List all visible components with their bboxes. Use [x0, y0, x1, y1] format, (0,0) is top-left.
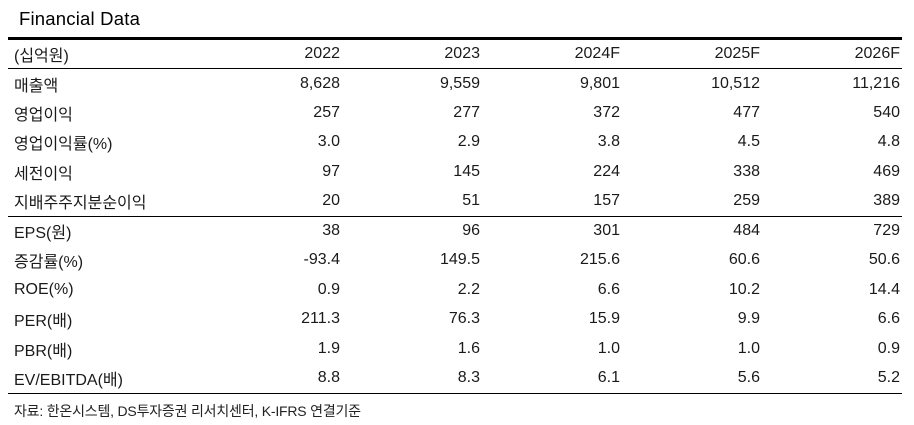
row-label: 영업이익률(%)	[14, 136, 113, 154]
table-row: 세전이익 97 145 224 338 469	[8, 157, 902, 187]
table-row: 증감률(%) -93.4 149.5 215.6 60.6 50.6	[8, 246, 902, 276]
cell: 4.8	[877, 133, 900, 151]
cell: 145	[453, 162, 480, 180]
cell: 6.1	[597, 369, 620, 386]
cell: 6.6	[877, 310, 900, 328]
cell: 0.9	[877, 339, 900, 357]
page-title: Financial Data	[19, 8, 141, 29]
cell: 10,512	[711, 74, 760, 92]
cell: 1.0	[597, 339, 620, 357]
row-label: 세전이익	[14, 165, 73, 183]
cell: 2.9	[457, 133, 480, 151]
cell: 1.6	[457, 339, 480, 357]
column-header-2022: 2022	[202, 38, 342, 69]
table-row: 지배주주지분순이익 20 51 157 259 389	[8, 187, 902, 217]
cell: 301	[482, 215, 622, 246]
row-label: EV/EBITDA(배)	[14, 372, 123, 389]
cell: 11,216	[852, 74, 900, 92]
cell: 6.6	[597, 280, 620, 298]
cell: 96	[342, 215, 482, 246]
cell: 5.6	[737, 369, 760, 386]
cell: 277	[453, 103, 480, 121]
row-label: ROE(%)	[14, 280, 74, 298]
row-label: EPS(원)	[8, 215, 202, 246]
table-row: PBR(배) 1.9 1.6 1.0 1.0 0.9	[8, 334, 902, 364]
row-label: PBR(배)	[14, 342, 73, 360]
cell: 4.5	[737, 133, 760, 151]
table-row: 영업이익률(%) 3.0 2.9 3.8 4.5 4.8	[8, 128, 902, 158]
cell: 14.4	[868, 280, 900, 298]
cell: 259	[733, 192, 760, 209]
column-header-2024f: 2024F	[482, 38, 622, 69]
cell: 729	[762, 215, 902, 246]
cell: 469	[873, 162, 900, 180]
row-label: 증감률(%)	[14, 254, 84, 272]
row-label: 영업이익	[14, 106, 73, 124]
cell: 540	[873, 103, 900, 121]
column-header-2023: 2023	[342, 38, 482, 69]
cell: -93.4	[303, 251, 340, 269]
cell: 5.2	[877, 369, 900, 386]
table-header-row: (십억원) 2022 2023 2024F 2025F 2026F	[8, 38, 902, 69]
cell: 9,801	[579, 74, 620, 92]
cell: 484	[622, 215, 762, 246]
table-row: EV/EBITDA(배) 8.8 8.3 6.1 5.6 5.2	[8, 364, 902, 394]
cell: 389	[873, 192, 900, 209]
cell: 20	[322, 192, 340, 209]
table-row: ROE(%) 0.9 2.2 6.6 10.2 14.4	[8, 275, 902, 305]
cell: 1.9	[317, 339, 340, 357]
cell: 372	[593, 103, 620, 121]
cell: 338	[733, 162, 760, 180]
row-label: PER(배)	[14, 313, 73, 331]
cell: 257	[313, 103, 340, 121]
cell: 9.9	[737, 310, 760, 328]
cell: 10.2	[728, 280, 760, 298]
row-label: 매출액	[14, 77, 59, 95]
table-row: EPS(원) 38 96 301 484 729	[8, 215, 902, 246]
unit-header: (십억원)	[8, 38, 202, 69]
cell: 8.8	[317, 369, 340, 386]
cell: 8,628	[299, 74, 340, 92]
row-label: 지배주주지분순이익	[14, 195, 147, 212]
cell: 157	[593, 192, 620, 209]
cell: 2.2	[457, 280, 480, 298]
cell: 3.8	[597, 133, 620, 151]
cell: 3.0	[317, 133, 340, 151]
column-header-2026f: 2026F	[762, 38, 902, 69]
cell: 149.5	[439, 251, 480, 269]
cell: 38	[202, 215, 342, 246]
cell: 51	[462, 192, 480, 209]
cell: 224	[593, 162, 620, 180]
cell: 60.6	[728, 251, 760, 269]
financial-data-table: (십억원) 2022 2023 2024F 2025F 2026F 매출액 8,…	[8, 37, 902, 394]
cell: 15.9	[588, 310, 620, 328]
cell: 1.0	[737, 339, 760, 357]
table-row: PER(배) 211.3 76.3 15.9 9.9 6.6	[8, 305, 902, 335]
cell: 215.6	[579, 251, 620, 269]
table-row: 영업이익 257 277 372 477 540	[8, 98, 902, 128]
cell: 477	[733, 103, 760, 121]
column-header-2025f: 2025F	[622, 38, 762, 69]
cell: 8.3	[457, 369, 480, 386]
cell: 97	[322, 162, 340, 180]
table-row: 매출액 8,628 9,559 9,801 10,512 11,216	[8, 69, 902, 99]
source-note: 자료: 한온시스템, DS투자증권 리서치센터, K-IFRS 연결기준	[14, 402, 361, 419]
cell: 0.9	[317, 280, 340, 298]
cell: 50.6	[868, 251, 900, 269]
cell: 211.3	[301, 310, 340, 328]
cell: 9,559	[439, 74, 480, 92]
cell: 76.3	[448, 310, 480, 328]
